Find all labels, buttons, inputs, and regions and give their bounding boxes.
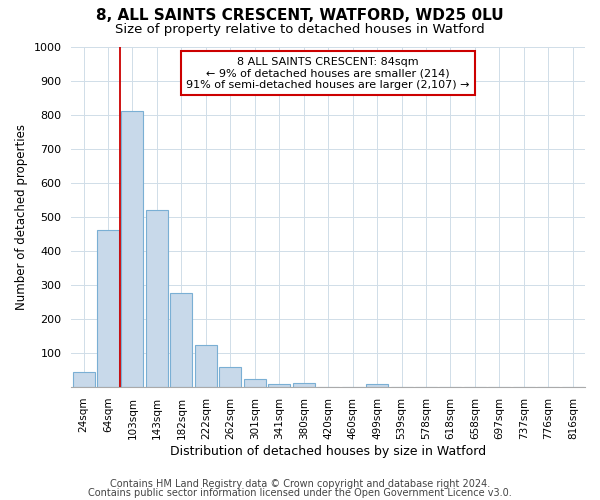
Bar xyxy=(121,111,143,387)
Y-axis label: Number of detached properties: Number of detached properties xyxy=(15,124,28,310)
X-axis label: Distribution of detached houses by size in Watford: Distribution of detached houses by size … xyxy=(170,444,486,458)
Bar xyxy=(268,384,290,387)
Text: Contains HM Land Registry data © Crown copyright and database right 2024.: Contains HM Land Registry data © Crown c… xyxy=(110,479,490,489)
Bar xyxy=(97,230,119,387)
Bar xyxy=(366,384,388,387)
Text: Contains public sector information licensed under the Open Government Licence v3: Contains public sector information licen… xyxy=(88,488,512,498)
Bar xyxy=(195,344,217,387)
Bar xyxy=(73,372,95,387)
Text: 8 ALL SAINTS CRESCENT: 84sqm
← 9% of detached houses are smaller (214)
91% of se: 8 ALL SAINTS CRESCENT: 84sqm ← 9% of det… xyxy=(187,56,470,90)
Bar xyxy=(146,210,168,387)
Bar xyxy=(244,378,266,387)
Text: Size of property relative to detached houses in Watford: Size of property relative to detached ho… xyxy=(115,22,485,36)
Bar xyxy=(219,368,241,387)
Text: 8, ALL SAINTS CRESCENT, WATFORD, WD25 0LU: 8, ALL SAINTS CRESCENT, WATFORD, WD25 0L… xyxy=(96,8,504,22)
Bar xyxy=(170,294,193,387)
Bar xyxy=(293,382,314,387)
